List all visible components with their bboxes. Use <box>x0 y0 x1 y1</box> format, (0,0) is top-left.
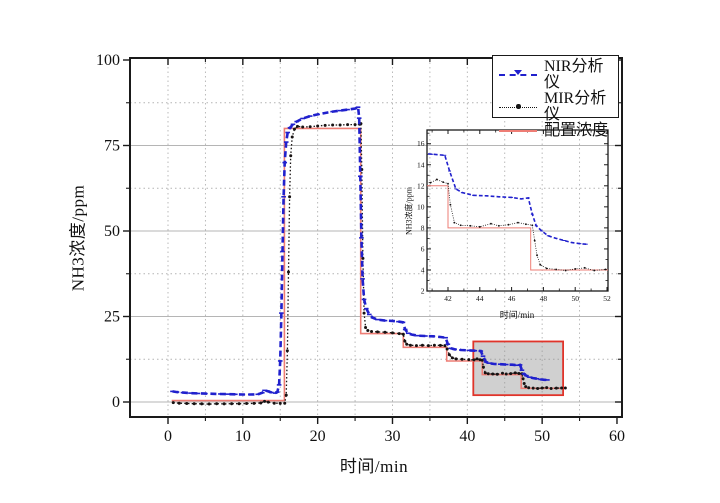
legend-item-mir: MIR分析仪 <box>499 91 614 123</box>
main-axes: 0 10 20 30 40 50 60 0 25 50 75 100 <box>96 52 625 445</box>
svg-text:50: 50 <box>571 294 579 303</box>
nir-dashed-line-sample <box>499 70 537 76</box>
series-mir-inset <box>427 178 608 272</box>
svg-text:10: 10 <box>417 202 425 211</box>
config-solid-line-sample <box>499 130 537 132</box>
svg-text:48: 48 <box>540 294 548 303</box>
series-nir-inset <box>427 152 588 246</box>
svg-text:0: 0 <box>112 394 120 411</box>
legend-item-config: 配置浓度 <box>499 123 614 139</box>
svg-text:20: 20 <box>310 428 326 445</box>
svg-text:16: 16 <box>417 139 425 148</box>
svg-text:52: 52 <box>603 294 611 303</box>
svg-text:42: 42 <box>444 294 452 303</box>
legend-label-config: 配置浓度 <box>544 122 609 139</box>
svg-text:44: 44 <box>476 294 484 303</box>
svg-text:40: 40 <box>459 428 475 445</box>
svg-text:4: 4 <box>421 265 425 274</box>
series-config-inset <box>427 185 608 271</box>
x-axis-label: 时间/min <box>339 457 409 476</box>
inset-y-axis-label: NH3浓度/ppm <box>404 187 414 235</box>
svg-text:75: 75 <box>104 138 120 155</box>
svg-text:14: 14 <box>417 160 425 169</box>
svg-text:46: 46 <box>508 294 516 303</box>
mir-dotted-line-sample <box>499 104 537 109</box>
svg-text:60: 60 <box>609 428 625 445</box>
svg-text:0: 0 <box>164 428 172 445</box>
svg-text:8: 8 <box>421 223 425 232</box>
svg-text:30: 30 <box>384 428 400 445</box>
svg-text:100: 100 <box>96 52 120 69</box>
legend-label-nir: NIR分析仪 <box>544 58 604 91</box>
svg-text:6: 6 <box>421 244 425 253</box>
legend-item-nir: NIR分析仪 <box>499 59 614 91</box>
y-axis-label: NH3浓度/ppm <box>68 184 88 292</box>
highlight-region-rect <box>472 340 565 397</box>
legend-label-mir: MIR分析仪 <box>544 90 607 123</box>
svg-text:25: 25 <box>104 309 120 326</box>
series-config-main <box>171 127 562 402</box>
inset-x-axis-label: 时间/min <box>499 310 535 320</box>
series-nir-main <box>170 105 550 396</box>
svg-text:50: 50 <box>534 428 550 445</box>
legend: NIR分析仪 MIR分析仪 配置浓度 <box>492 55 619 139</box>
svg-text:50: 50 <box>104 223 120 240</box>
svg-text:10: 10 <box>235 428 251 445</box>
series-mir-main <box>171 122 567 406</box>
svg-text:2: 2 <box>421 287 425 296</box>
svg-text:12: 12 <box>417 181 425 190</box>
